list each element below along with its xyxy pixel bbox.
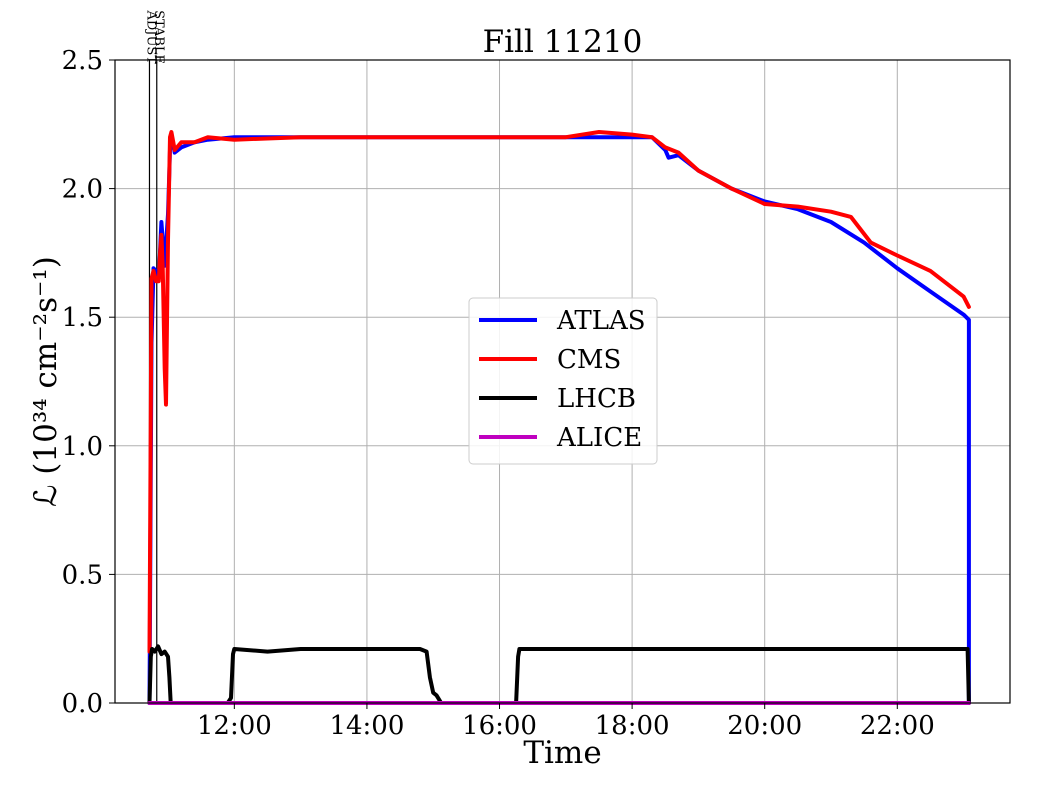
x-axis-title: Time [523, 735, 601, 771]
legend-box [468, 297, 658, 465]
y-tick-label: 0.0 [62, 689, 103, 719]
legend-label-alice: ALICE [556, 423, 642, 453]
x-tick-label: 18:00 [595, 711, 670, 741]
marker-label-stable: STABLE [151, 10, 166, 64]
y-tick-label: 2.0 [62, 175, 103, 205]
chart-title: Fill 11210 [483, 24, 643, 60]
y-tick-label: 2.5 [62, 46, 103, 76]
series-line-lhcb [147, 644, 971, 705]
y-tick-label: 0.5 [62, 560, 103, 590]
x-axis-ticks: 12:00 14:00 16:00 18:00 20:00 22:00 [197, 703, 935, 741]
legend-label-lhcb: LHCB [557, 384, 636, 414]
plot-frame [114, 59, 1011, 704]
y-axis-title: ℒ (10³⁴ cm⁻²s⁻¹) [28, 256, 64, 507]
x-tick-label: 22:00 [860, 711, 935, 741]
y-tick-label: 1.5 [62, 303, 103, 333]
marker-label-adjust: ADJUST [143, 9, 158, 64]
legend-label-cms: CMS [557, 345, 621, 375]
legend-label-atlas: ATLAS [556, 306, 646, 336]
y-tick-label: 1.0 [62, 432, 103, 462]
x-tick-label: 20:00 [727, 711, 802, 741]
x-tick-label: 16:00 [462, 711, 537, 741]
legend: ATLAS CMS LHCB ALICE [468, 297, 658, 465]
x-tick-label: 12:00 [197, 711, 272, 741]
series-line-cms [147, 130, 971, 654]
x-tick-label: 14:00 [329, 711, 404, 741]
y-axis-ticks: 0.0 0.5 1.0 1.5 2.0 2.5 [62, 46, 115, 719]
